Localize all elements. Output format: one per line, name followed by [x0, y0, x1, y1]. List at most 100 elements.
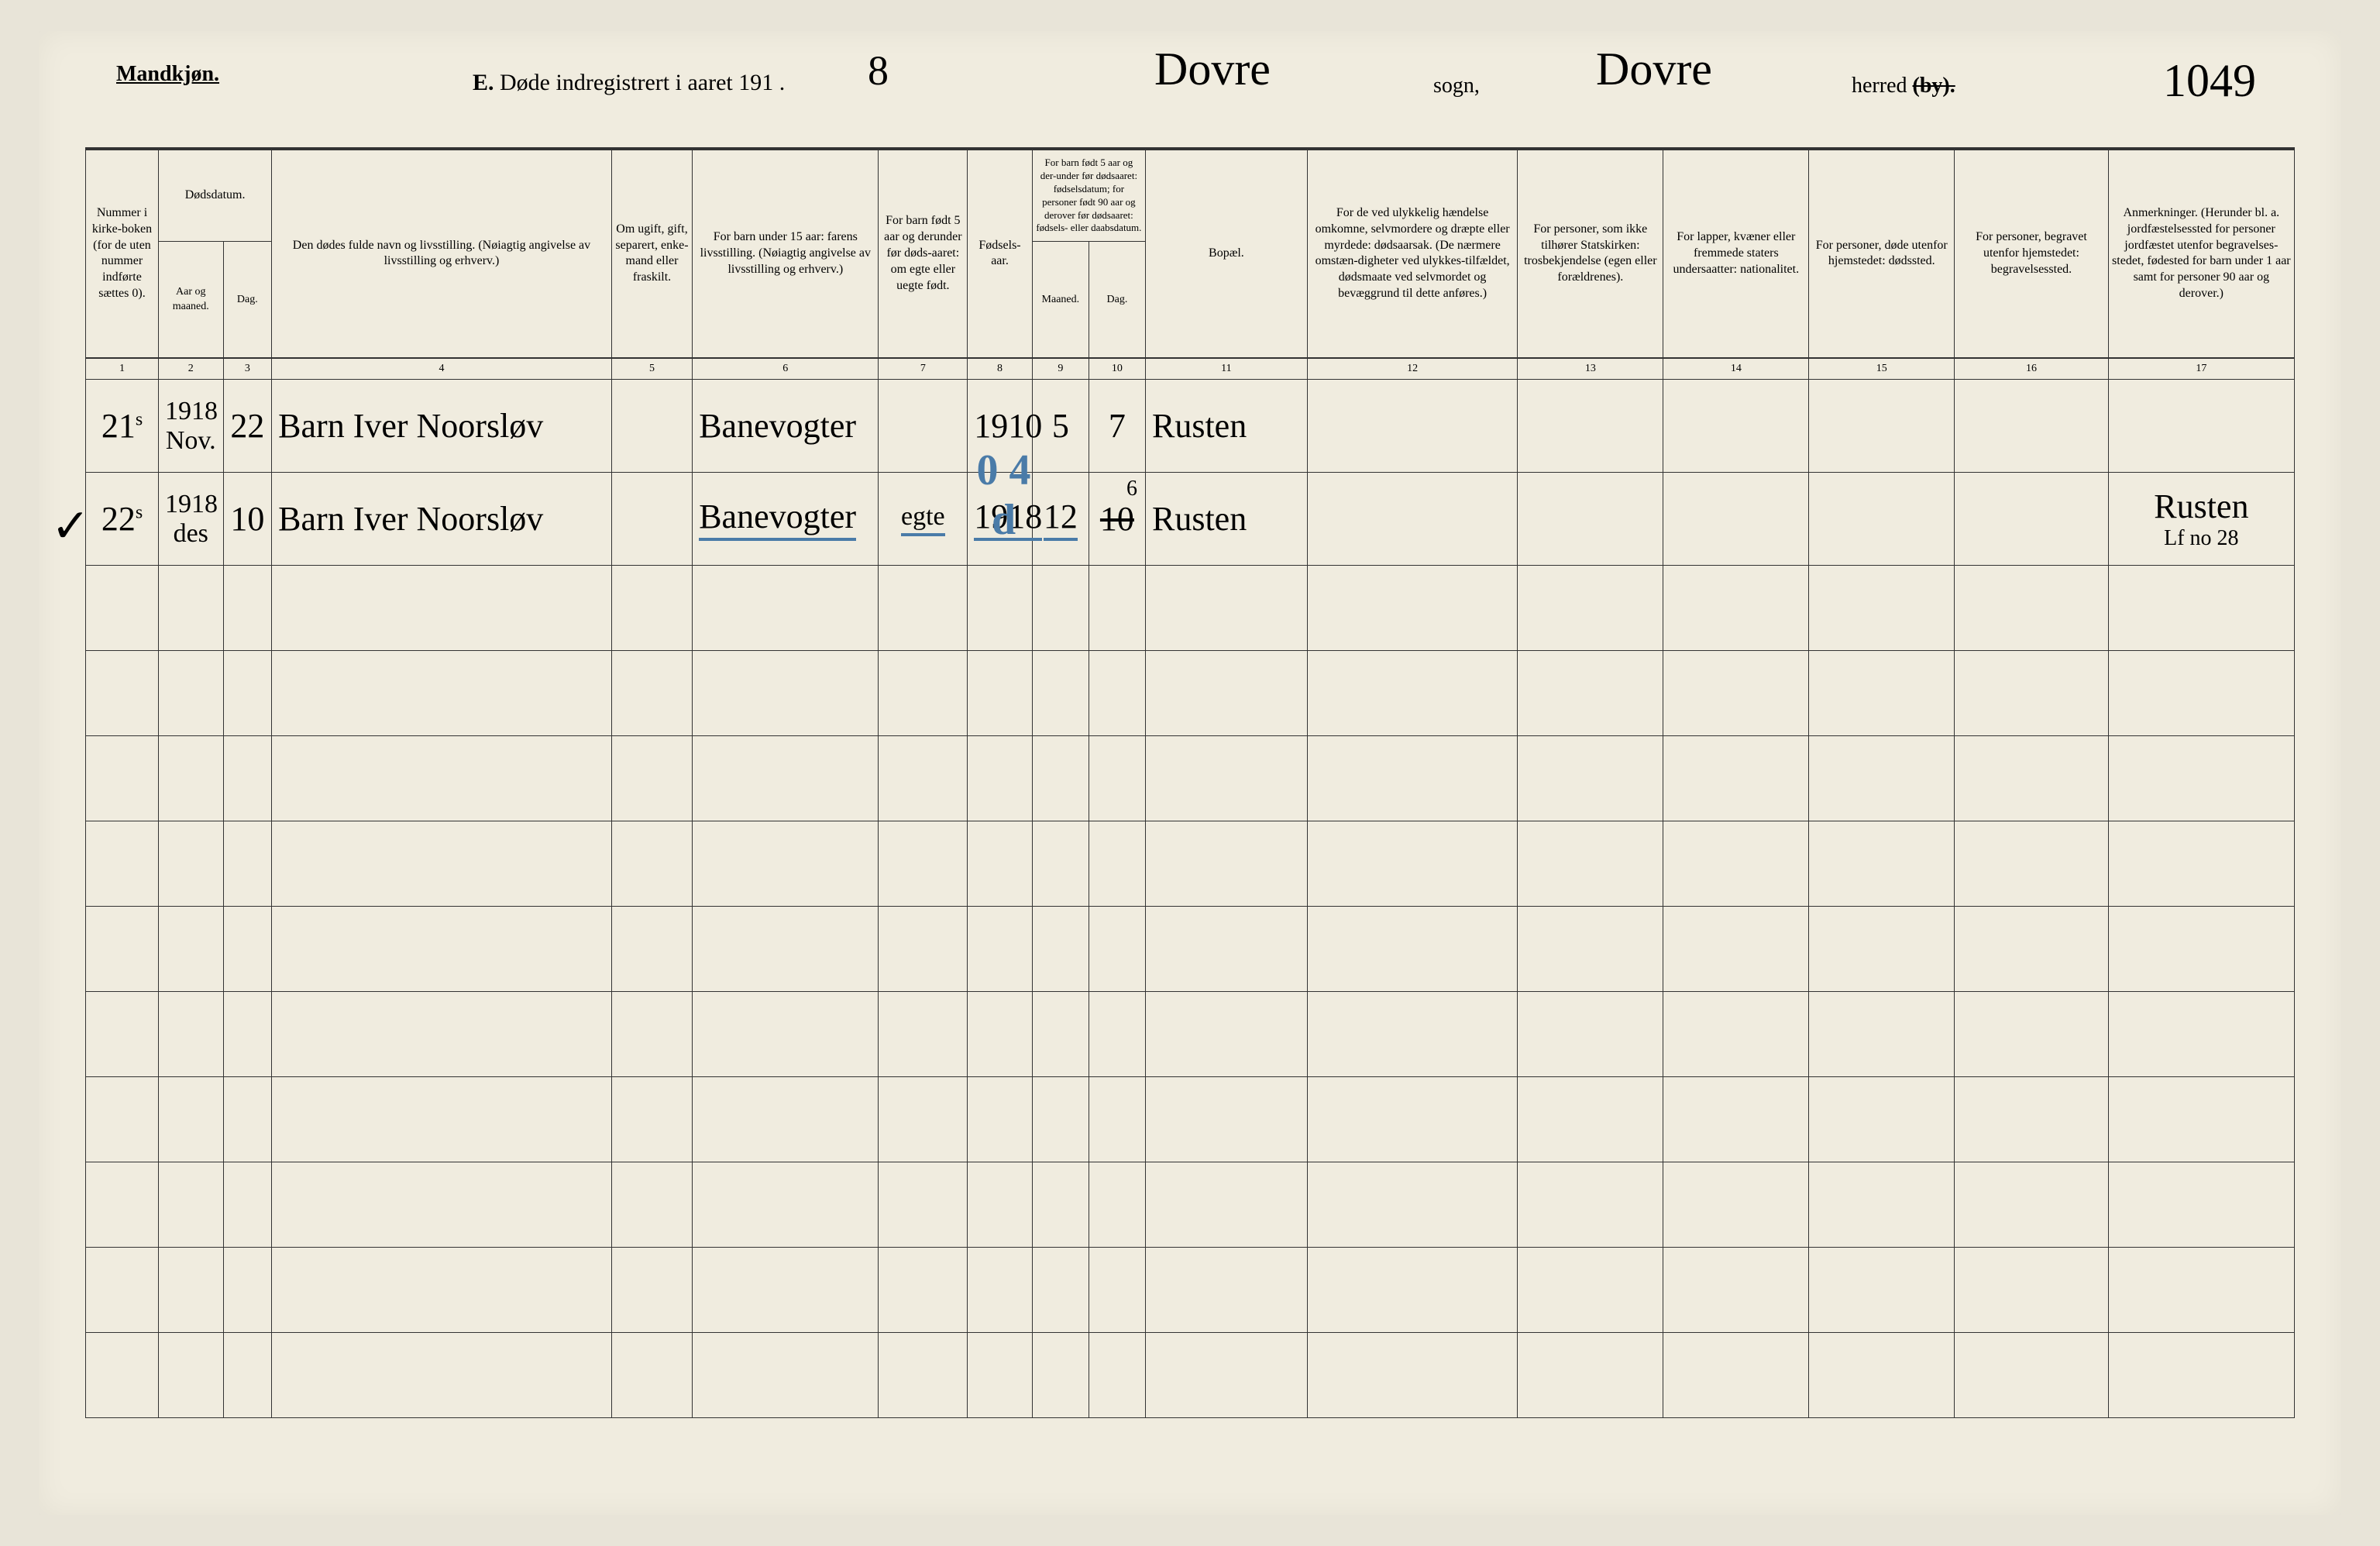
- col-header-1: Nummer i kirke-boken (for de uten nummer…: [86, 150, 159, 358]
- title-text: Døde indregistrert i aaret 191: [500, 70, 773, 95]
- cell-c15: [1809, 473, 1955, 566]
- col-header-12: For de ved ulykkelig hændelse omkomne, s…: [1307, 150, 1518, 358]
- colnum-8: 8: [968, 358, 1033, 380]
- gender-label: Mandkjøn.: [116, 62, 219, 87]
- cell-c12: [1307, 380, 1518, 473]
- register-page: Mandkjøn. E. Døde indregistrert i aaret …: [39, 31, 2341, 1515]
- sogn-handwritten: Dovre: [1154, 43, 1271, 96]
- colnum-13: 13: [1518, 358, 1663, 380]
- col-header-11: Bopæl.: [1145, 150, 1307, 358]
- birthday-struck: 10: [1100, 500, 1134, 538]
- colnum-14: 14: [1663, 358, 1809, 380]
- cell-name: Barn Iver Noorsløv: [272, 380, 612, 473]
- cell-c15: [1809, 380, 1955, 473]
- entry-num-suffix: s: [136, 410, 143, 430]
- sogn-label: sogn,: [1433, 74, 1480, 98]
- cell-residence: Rusten: [1145, 380, 1307, 473]
- colnum-9: 9: [1032, 358, 1089, 380]
- table-row: [86, 1333, 2295, 1418]
- colnum-5: 5: [611, 358, 692, 380]
- table-row: ✓ 22s 1918 des 10 Barn Iver Noorsløv Ban…: [86, 473, 2295, 566]
- cell-father: Banevogter: [693, 380, 879, 473]
- herred-handwritten: Dovre: [1596, 43, 1712, 96]
- herred-label: herred (by).: [1852, 74, 1955, 98]
- col-header-7: For barn født 5 aar og derunder før døds…: [879, 150, 968, 358]
- title-line: E. Døde indregistrert i aaret 191 .: [473, 70, 785, 96]
- colnum-17: 17: [2108, 358, 2294, 380]
- cell-c13: [1518, 473, 1663, 566]
- colnum-15: 15: [1809, 358, 1955, 380]
- table-row: [86, 821, 2295, 907]
- cell-c12: [1307, 473, 1518, 566]
- herred-label-text: herred: [1852, 74, 1907, 98]
- table-row: [86, 992, 2295, 1077]
- col-header-13: For personer, som ikke tilhører Statskir…: [1518, 150, 1663, 358]
- title-prefix: E.: [473, 70, 494, 95]
- cell-status: [611, 380, 692, 473]
- colnum-10: 10: [1089, 358, 1145, 380]
- entry-num: 21: [101, 407, 136, 445]
- cell-name: Barn Iver Noorsløv: [272, 473, 612, 566]
- colnum-12: 12: [1307, 358, 1518, 380]
- register-table: Nummer i kirke-boken (for de uten nummer…: [85, 150, 2295, 1418]
- colnum-1: 1: [86, 358, 159, 380]
- table-row: [86, 907, 2295, 992]
- col-header-2: Aar og maaned.: [158, 242, 223, 358]
- col-header-10: Dag.: [1089, 242, 1145, 358]
- table-row: 21s 1918 Nov. 22 Barn Iver Noorsløv Bane…: [86, 380, 2295, 473]
- notes-sub: Lf no 28: [2115, 526, 2288, 551]
- birthday-corrected: 6: [1126, 477, 1137, 501]
- col-header-6: For barn under 15 aar: farens livsstilli…: [693, 150, 879, 358]
- cell-residence: Rusten: [1145, 473, 1307, 566]
- entry-num: 22: [101, 500, 136, 538]
- cell-day: 22: [223, 380, 272, 473]
- colnum-16: 16: [1955, 358, 2108, 380]
- colnum-6: 6: [693, 358, 879, 380]
- col-header-17: Anmerkninger. (Herunder bl. a. jordfæste…: [2108, 150, 2294, 358]
- col-header-15: For personer, døde utenfor hjemstedet: d…: [1809, 150, 1955, 358]
- colnum-2: 2: [158, 358, 223, 380]
- cell-notes: [2108, 380, 2294, 473]
- table-row: [86, 651, 2295, 736]
- cell-day: 10: [223, 473, 272, 566]
- cell-egte: egte: [879, 473, 968, 566]
- table-row: [86, 1162, 2295, 1248]
- page-header: Mandkjøn. E. Døde indregistrert i aaret …: [85, 54, 2295, 108]
- col-header-3: Dag.: [223, 242, 272, 358]
- cell-num: 21s: [86, 380, 159, 473]
- col-header-5: Om ugift, gift, separert, enke-mand elle…: [611, 150, 692, 358]
- colnum-4: 4: [272, 358, 612, 380]
- cell-birthday: 7: [1089, 380, 1145, 473]
- cell-yearmonth: 1918 des: [158, 473, 223, 566]
- egte-text: egte: [901, 502, 945, 536]
- father-text: Banevogter: [699, 497, 856, 541]
- table-head: Nummer i kirke-boken (for de uten nummer…: [86, 150, 2295, 380]
- year-handwritten: 8: [868, 46, 889, 95]
- col-header-9: Maaned.: [1032, 242, 1089, 358]
- col-header-birth-group: For barn født 5 aar og der-under før død…: [1032, 150, 1145, 242]
- page-number: 1049: [2163, 54, 2256, 108]
- cell-status: [611, 473, 692, 566]
- colnum-3: 3: [223, 358, 272, 380]
- colnum-11: 11: [1145, 358, 1307, 380]
- cell-num: ✓ 22s: [86, 473, 159, 566]
- col-header-8: Fødsels-aar.: [968, 150, 1033, 358]
- notes-text: Rusten: [2154, 487, 2248, 525]
- cell-birthmonth: 12: [1032, 473, 1089, 566]
- col-header-14: For lapper, kvæner eller fremmede stater…: [1663, 150, 1809, 358]
- blue-overlay: 0 4 d: [975, 446, 1032, 545]
- cell-father: Banevogter: [693, 473, 879, 566]
- cell-c16: [1955, 473, 2108, 566]
- table-row: [86, 1077, 2295, 1162]
- birthmonth-text: 12: [1044, 497, 1078, 541]
- col-header-date-group: Dødsdatum.: [158, 150, 271, 242]
- table-body: 21s 1918 Nov. 22 Barn Iver Noorsløv Bane…: [86, 380, 2295, 1418]
- cell-birthyear: 0 4 d 1918: [968, 473, 1033, 566]
- table-row: [86, 1248, 2295, 1333]
- col-header-16: For personer, begravet utenfor hjemstede…: [1955, 150, 2108, 358]
- cell-birthday: 6 10: [1089, 473, 1145, 566]
- cell-notes: Rusten Lf no 28: [2108, 473, 2294, 566]
- cell-c14: [1663, 473, 1809, 566]
- table-row: [86, 736, 2295, 821]
- by-struck: (by).: [1913, 74, 1955, 98]
